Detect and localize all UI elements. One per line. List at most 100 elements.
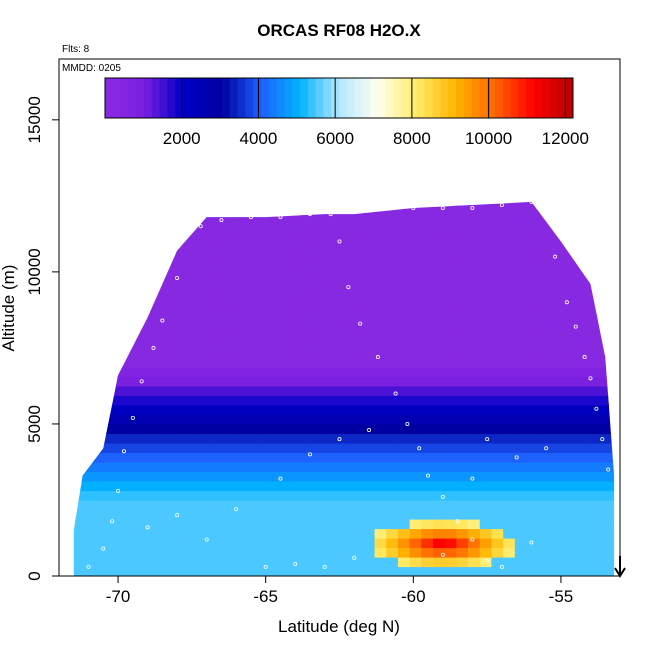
heatmap-cell — [234, 338, 247, 349]
heatmap-cell — [339, 366, 352, 378]
heatmap-cell — [561, 509, 574, 520]
heatmap-cells — [59, 201, 615, 576]
heatmap-cell — [503, 233, 516, 244]
heatmap-cell — [234, 518, 247, 530]
heatmap-cell — [374, 566, 387, 576]
heatmap-cell — [316, 243, 329, 254]
heatmap-cell — [152, 471, 165, 482]
heatmap-cell — [456, 224, 469, 235]
heatmap-cell — [292, 214, 306, 225]
heatmap-cell — [327, 366, 341, 378]
heatmap-cell — [82, 328, 95, 340]
heatmap-cell — [339, 404, 352, 416]
heatmap-cell — [409, 319, 422, 330]
heatmap-cell — [386, 357, 399, 368]
heatmap-cell — [327, 262, 341, 273]
heatmap-cell — [397, 423, 411, 435]
heatmap-cell — [316, 300, 329, 311]
heatmap-cell — [386, 309, 399, 321]
heatmap-cell — [596, 509, 609, 520]
heatmap-cell — [73, 319, 83, 330]
heatmap-cell — [210, 300, 224, 311]
heatmap-cell — [468, 205, 481, 216]
heatmap-cell — [222, 404, 235, 416]
heatmap-cell — [210, 404, 224, 416]
heatmap-cell — [73, 281, 83, 292]
heatmap-cell — [549, 566, 563, 576]
heatmap-cell — [386, 423, 399, 435]
heatmap-cell — [269, 290, 282, 301]
heatmap-cell — [199, 556, 212, 568]
heatmap-cell — [397, 471, 411, 482]
heatmap-cell — [374, 319, 387, 330]
heatmap-cell — [596, 262, 609, 273]
heatmap-cell — [362, 224, 376, 235]
heatmap-cell — [105, 442, 119, 454]
heatmap-cell — [397, 480, 411, 492]
heatmap-cell — [222, 366, 235, 378]
heatmap-cell — [73, 442, 83, 454]
colorbar-segment — [175, 78, 184, 118]
heatmap-cell — [433, 376, 446, 387]
heatmap-cell — [526, 509, 539, 520]
heatmap-cell — [444, 271, 457, 282]
heatmap-cell — [596, 556, 609, 568]
heatmap-cell — [479, 452, 493, 463]
heatmap-cell — [526, 499, 539, 511]
heatmap-cell — [397, 518, 411, 530]
heatmap-cell — [374, 452, 387, 463]
heatmap-cell — [608, 347, 615, 359]
heatmap-cell — [608, 518, 615, 530]
heatmap-cell — [608, 366, 615, 378]
heatmap-cell — [584, 423, 598, 435]
heatmap-cell — [573, 509, 586, 520]
heatmap-cell — [397, 201, 411, 206]
heatmap-cell — [222, 224, 235, 235]
heatmap-cell — [608, 290, 615, 301]
heatmap-cell — [140, 366, 154, 378]
heatmap-cell — [561, 224, 574, 235]
heatmap-cell — [117, 290, 130, 301]
heatmap-cell — [269, 271, 282, 282]
heatmap-cell — [456, 414, 469, 425]
heatmap-cell — [421, 423, 434, 435]
heatmap-cell — [82, 376, 95, 387]
heatmap-cell — [351, 357, 364, 368]
heatmap-cell — [584, 347, 598, 359]
track-point — [307, 212, 312, 217]
heatmap-cell — [210, 252, 224, 263]
heatmap-cell — [596, 385, 609, 397]
heatmap-cell — [199, 395, 212, 406]
heatmap-cell — [187, 499, 200, 511]
heatmap-cell — [59, 291, 71, 301]
date-note: MMDD: 0205 — [62, 63, 121, 74]
heatmap-cell — [339, 338, 352, 349]
heatmap-cell — [94, 262, 107, 273]
heatmap-cell — [304, 243, 317, 254]
heatmap-cell — [608, 442, 615, 454]
heatmap-cell — [596, 205, 609, 216]
heatmap-cell — [362, 376, 376, 387]
heatmap-cell — [374, 385, 387, 397]
heatmap-cell — [409, 376, 422, 387]
heatmap-cell — [584, 385, 598, 397]
heatmap-cell — [281, 309, 294, 321]
heatmap-cell — [152, 319, 165, 330]
track-point — [606, 467, 611, 472]
heatmap-cell — [82, 528, 95, 539]
heatmap-cell — [175, 201, 189, 206]
heatmap-cell — [73, 271, 83, 282]
heatmap-cell — [187, 385, 200, 397]
heatmap-cell — [199, 528, 212, 539]
heatmap-cell — [105, 471, 119, 482]
heatmap-cell — [292, 480, 306, 492]
heatmap-cell — [351, 442, 364, 454]
heatmap-cell — [386, 537, 399, 549]
track-point — [204, 537, 209, 542]
heatmap-cell — [433, 357, 446, 368]
heatmap-cell — [292, 509, 306, 520]
heatmap-cell — [503, 357, 516, 368]
heatmap-cell — [304, 385, 317, 397]
heatmap-cell — [304, 347, 317, 359]
heatmap-cell — [433, 509, 446, 520]
